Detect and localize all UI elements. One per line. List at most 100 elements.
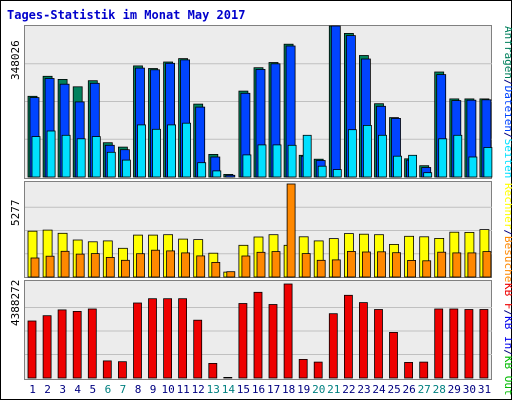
visits-bar-besuche-23 (361, 251, 371, 278)
hits-bar-seiten-16 (257, 144, 267, 178)
visits-bar-besuche-27 (422, 260, 432, 278)
day-label-22: 22 (342, 383, 355, 396)
kbytes-bar-kb-f-20 (313, 361, 323, 379)
kbytes-bar-kb-f-19 (298, 358, 308, 379)
hits-bar-dateien-21 (330, 25, 341, 178)
visits-bar-besuche-8 (136, 253, 145, 278)
day-label-26: 26 (402, 383, 415, 396)
visits-bar-besuche-12 (196, 255, 206, 278)
day-label-25: 25 (387, 383, 400, 396)
day-label-14: 14 (222, 383, 236, 396)
day-label-16: 16 (252, 383, 265, 396)
hits-legend: Anfragen/Dateien/Seiten (502, 26, 512, 178)
legend-entry: / (502, 349, 512, 356)
kbytes-bar-kb-f-11 (178, 298, 188, 379)
kbytes-bar-kb-f-23 (358, 302, 368, 379)
kbytes-bar-kb-f-3 (57, 309, 67, 379)
hits-bar-seiten-4 (76, 138, 86, 178)
hits-bar-seiten-7 (122, 159, 131, 178)
visits-bar-besuche-29 (452, 252, 462, 278)
visits-bar-besuche-16 (256, 251, 266, 278)
visits-bar-besuche-7 (121, 259, 130, 278)
hits-bar-seiten-30 (468, 156, 478, 178)
visits-max-label: 5277 (9, 200, 22, 227)
hits-bar-seiten-21 (332, 169, 342, 178)
visits-bar-besuche-26 (407, 259, 417, 278)
visits-legend: Rechner/Besuche (502, 183, 512, 282)
kbytes-bar-kb-f-26 (404, 361, 414, 379)
day-label-7: 7 (120, 383, 127, 396)
visits-bar-besuche-10 (166, 250, 176, 278)
hits-bar-seiten-10 (167, 124, 177, 178)
day-label-29: 29 (448, 383, 461, 396)
kbytes-bar-kb-f-2 (42, 315, 52, 379)
day-label-23: 23 (357, 383, 370, 396)
kbytes-bar-kb-f-22 (343, 294, 353, 379)
visits-bar-besuche-28 (437, 251, 447, 278)
visits-bar-besuche-2 (45, 255, 55, 278)
hits-bar-seiten-6 (106, 151, 116, 178)
day-label-6: 6 (105, 383, 112, 396)
legend-entry: Seiten (502, 139, 512, 179)
hits-bar-seiten-28 (438, 138, 448, 178)
hits-bar-seiten-8 (137, 124, 146, 178)
visits-bar-besuche-13 (211, 261, 221, 278)
day-label-15: 15 (237, 383, 250, 396)
legend-entry: Besuche (502, 236, 512, 282)
hits-bar-seiten-22 (347, 129, 357, 178)
legend-entry: KB Out (502, 356, 512, 396)
day-label-8: 8 (135, 383, 142, 396)
day-labels: 1 2 3 4 5 6 7 8 9 10 11 12 13 14 15 16 17 18 19 20 21 22 23 24 2… (29, 383, 491, 396)
day-label-20: 20 (312, 383, 325, 396)
kbytes-bar-kb-f-6 (102, 360, 112, 379)
visits-bar-besuche-15 (241, 255, 251, 278)
hits-bar-seiten-3 (61, 134, 71, 178)
kbytes-bar-kb-f-5 (87, 308, 97, 379)
hits-bar-seiten-31 (483, 147, 493, 178)
hits-bar-seiten-15 (242, 154, 252, 178)
day-label-11: 11 (177, 383, 190, 396)
day-label-17: 17 (267, 383, 280, 396)
hits-bar-seiten-24 (378, 134, 387, 178)
hits-bar-seiten-1 (31, 136, 41, 178)
visits-bar-besuche-20 (316, 259, 326, 278)
day-label-1: 1 (29, 383, 36, 396)
visits-bar-besuche-31 (482, 251, 492, 278)
hits-max-label: 348026 (9, 40, 22, 80)
day-label-27: 27 (418, 383, 431, 396)
legend-entry: / (502, 310, 512, 317)
hits-bar-seiten-17 (272, 144, 282, 178)
visits-bar-besuche-3 (60, 250, 70, 278)
legend-entry: Dateien (502, 86, 512, 132)
kbytes-bar-kb-f-29 (449, 308, 459, 379)
hits-bar-seiten-13 (212, 170, 222, 178)
kbytes-bar-kb-f-7 (118, 361, 127, 379)
day-label-28: 28 (433, 383, 446, 396)
legend-entry: / (502, 132, 512, 139)
hits-bar-seiten-19 (302, 134, 312, 178)
kbytes-bar-kb-f-24 (374, 309, 383, 379)
day-label-13: 13 (207, 383, 220, 396)
visits-bar-besuche-19 (301, 253, 311, 278)
legend-entry: KB F (502, 283, 512, 310)
visits-bar-besuche-21 (331, 259, 341, 278)
chart-title: Tages-Statistik im Monat May 2017 (7, 8, 245, 22)
visits-bar-besuche-24 (377, 251, 386, 278)
legend-entry: Anfragen (502, 26, 512, 79)
legend-entry: Rechner (502, 183, 512, 230)
legend-entry: / (502, 229, 512, 236)
legend-entry: / (502, 79, 512, 86)
kbytes-bar-kb-f-12 (193, 319, 203, 379)
visits-bar-besuche-11 (181, 252, 191, 278)
day-label-18: 18 (282, 383, 295, 396)
visits-bar-besuche-25 (392, 252, 401, 278)
day-label-10: 10 (161, 383, 174, 396)
kbytes-bar-kb-f-9 (148, 298, 157, 379)
kbytes-bar-kb-f-30 (464, 309, 474, 379)
hits-bar-seiten-25 (393, 155, 402, 178)
hits-bar-seiten-9 (152, 128, 161, 178)
hits-bar-seiten-20 (317, 165, 327, 178)
hits-bar-dateien-14 (225, 174, 236, 178)
kbytes-bar-kb-f-27 (419, 361, 429, 379)
